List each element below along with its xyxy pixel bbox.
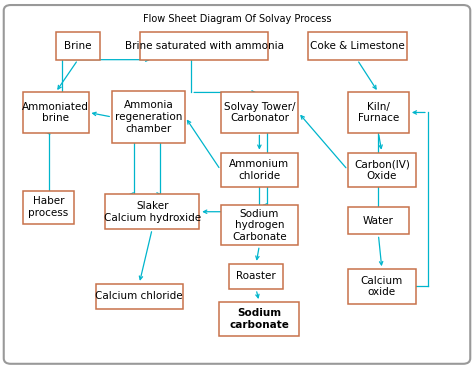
Text: Calcium chloride: Calcium chloride	[95, 291, 183, 301]
Text: Sodium
hydrogen
Carbonate: Sodium hydrogen Carbonate	[232, 209, 287, 242]
FancyBboxPatch shape	[23, 191, 74, 224]
FancyBboxPatch shape	[220, 153, 298, 187]
FancyBboxPatch shape	[105, 195, 199, 229]
Text: Solvay Tower/
Carbonator: Solvay Tower/ Carbonator	[224, 102, 295, 123]
FancyBboxPatch shape	[112, 91, 185, 143]
FancyBboxPatch shape	[55, 32, 100, 60]
Text: Brine: Brine	[64, 41, 91, 51]
FancyBboxPatch shape	[348, 92, 409, 132]
Text: Sodium
carbonate: Sodium carbonate	[229, 308, 289, 330]
Text: Ammoniated
brine: Ammoniated brine	[22, 102, 89, 123]
Text: Coke & Limestone: Coke & Limestone	[310, 41, 404, 51]
FancyBboxPatch shape	[348, 207, 409, 235]
FancyBboxPatch shape	[23, 92, 89, 132]
Text: Brine saturated with ammonia: Brine saturated with ammonia	[125, 41, 283, 51]
FancyBboxPatch shape	[140, 32, 268, 60]
FancyBboxPatch shape	[219, 302, 299, 337]
Text: Calcium
oxide: Calcium oxide	[361, 276, 403, 297]
FancyBboxPatch shape	[96, 284, 183, 309]
Text: Kiln/
Furnace: Kiln/ Furnace	[358, 102, 399, 123]
FancyBboxPatch shape	[220, 92, 298, 132]
Text: Ammonia
regeneration
chamber: Ammonia regeneration chamber	[115, 101, 182, 134]
Text: Ammonium
chloride: Ammonium chloride	[229, 159, 290, 181]
FancyBboxPatch shape	[229, 264, 283, 289]
Text: Water: Water	[363, 216, 394, 226]
FancyBboxPatch shape	[348, 269, 416, 304]
FancyBboxPatch shape	[308, 32, 407, 60]
FancyBboxPatch shape	[348, 153, 416, 187]
Text: Slaker
Calcium hydroxide: Slaker Calcium hydroxide	[104, 201, 201, 222]
Text: Haber
process: Haber process	[28, 196, 69, 218]
Text: Roaster: Roaster	[236, 271, 276, 281]
Text: Flow Sheet Diagram Of Solvay Process: Flow Sheet Diagram Of Solvay Process	[143, 14, 331, 24]
Text: Carbon(IV)
Oxide: Carbon(IV) Oxide	[354, 159, 410, 181]
FancyBboxPatch shape	[220, 206, 298, 246]
FancyBboxPatch shape	[4, 5, 470, 364]
